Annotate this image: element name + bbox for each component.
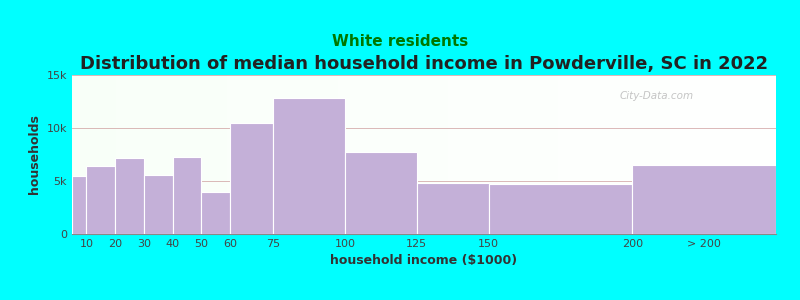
Bar (632, 165, 776, 234)
Y-axis label: households: households (28, 115, 41, 194)
Bar (345, 152, 417, 234)
Bar (273, 98, 345, 234)
Bar (489, 184, 632, 234)
Bar (144, 175, 173, 234)
Text: White residents: White residents (332, 34, 468, 50)
Text: City-Data.com: City-Data.com (619, 91, 694, 101)
X-axis label: household income ($1000): household income ($1000) (330, 254, 518, 267)
Bar (115, 158, 144, 234)
Bar (173, 157, 202, 234)
Bar (202, 192, 230, 234)
Bar (230, 123, 273, 234)
Title: Distribution of median household income in Powderville, SC in 2022: Distribution of median household income … (80, 56, 768, 74)
Bar (417, 183, 489, 234)
Bar (72, 176, 86, 234)
Bar (86, 166, 115, 234)
